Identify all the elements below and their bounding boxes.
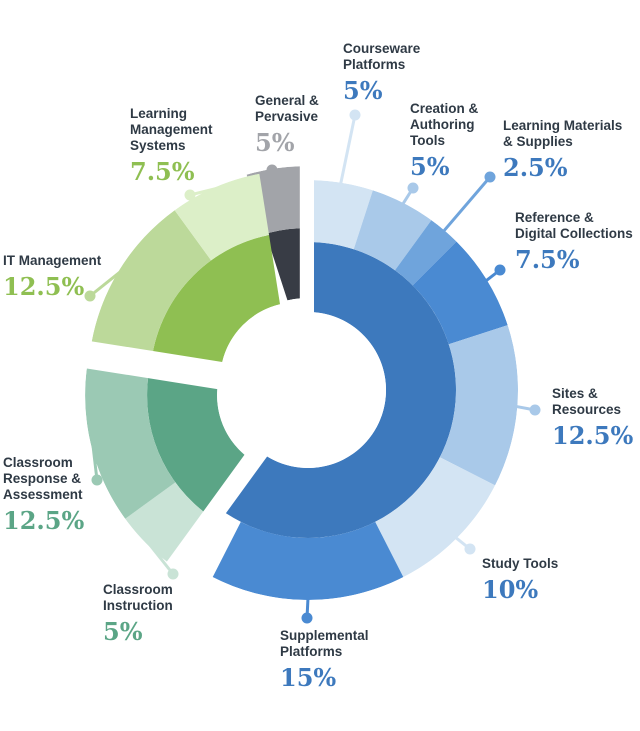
leader-dot-2 — [407, 182, 419, 194]
segment-arc-9 — [85, 368, 176, 519]
leader-dot-11 — [184, 189, 196, 201]
segment-name-line: Classroom — [103, 582, 173, 597]
segment-percent: 10% — [482, 575, 538, 604]
segment-name-line: Learning — [130, 106, 187, 121]
segment-name-line: Learning Materials — [503, 118, 622, 133]
leader-line-9 — [91, 443, 99, 481]
segment-arc-7 — [212, 521, 404, 600]
segment-name-line: Classroom — [3, 455, 73, 470]
segment-name-line: Response & — [3, 471, 81, 486]
segment-label-5: Sites &Resources 12.5% — [552, 386, 633, 450]
leader-line-3 — [441, 176, 492, 233]
segment-percent: 5% — [410, 152, 450, 181]
segment-percent: 12.5% — [3, 272, 84, 301]
leader-dot-0 — [266, 164, 278, 176]
segment-arc-4 — [412, 241, 508, 345]
segment-name-line: Instruction — [103, 598, 173, 613]
leader-dot-7 — [301, 612, 313, 624]
leader-line-1 — [339, 114, 357, 185]
segment-name-line: Assessment — [3, 487, 83, 502]
segment-percent: 5% — [255, 128, 295, 157]
segment-name-line: Reference & — [515, 210, 594, 225]
segment-name-line: Authoring — [410, 117, 474, 132]
segment-percent: 5% — [103, 617, 143, 646]
segment-percent: 12.5% — [3, 506, 84, 535]
segment-name-line: Pervasive — [255, 109, 319, 124]
segment-labels: General &Pervasive5%CoursewarePlatforms5… — [3, 41, 633, 692]
segment-name-line: Platforms — [343, 57, 405, 72]
segment-label-10: IT Management 12.5% — [3, 253, 102, 301]
segment-name-line: Tools — [410, 133, 445, 148]
segment-arc-8 — [125, 482, 209, 562]
leader-lines — [84, 109, 541, 624]
group-2-inner-arc — [147, 369, 245, 517]
group-3-inner-arc — [151, 233, 281, 363]
segment-arc-11 — [174, 173, 275, 261]
segment-arc-3 — [394, 220, 457, 286]
segment-percent: 5% — [343, 76, 383, 105]
segment-label-0: General &Pervasive 5% — [255, 93, 319, 157]
segment-name-line: Creation & — [410, 101, 479, 116]
leader-dot-1 — [349, 109, 361, 121]
leader-dot-5 — [529, 404, 541, 416]
segment-name-line: IT Management — [3, 253, 102, 268]
inner-group-ring — [147, 228, 456, 538]
leader-dot-4 — [494, 264, 506, 276]
leader-line-10 — [89, 270, 122, 298]
leader-line-8 — [146, 541, 175, 575]
segment-percent: 12.5% — [552, 421, 633, 450]
outer-segment-ring — [85, 166, 518, 600]
segment-label-4: Reference &Digital Collections 7.5% — [515, 210, 633, 274]
segment-arc-10 — [91, 210, 212, 357]
segment-arc-1 — [308, 180, 373, 250]
segment-name-line: General & — [255, 93, 319, 108]
segment-name-line: Courseware — [343, 41, 421, 56]
segment-percent: 2.5% — [503, 153, 568, 182]
segment-label-6: Study Tools 10% — [482, 556, 558, 604]
segment-name-line: Systems — [130, 138, 186, 153]
segment-name-line: Platforms — [280, 644, 342, 659]
segment-arc-5 — [439, 325, 518, 486]
segment-name-line: & Supplies — [503, 134, 573, 149]
segment-percent: 7.5% — [515, 245, 580, 274]
segment-percent: 15% — [280, 663, 336, 692]
segment-name-line: Supplemental — [280, 628, 369, 643]
segment-arc-6 — [375, 457, 496, 578]
segment-name-line: Management — [130, 122, 213, 137]
segment-name-line: Digital Collections — [515, 226, 633, 241]
leader-dot-10 — [84, 290, 96, 302]
leader-dot-9 — [91, 474, 103, 486]
segment-name-line: Resources — [552, 402, 621, 417]
segment-arc-2 — [353, 190, 432, 271]
segment-label-3: Learning Materials& Supplies 2.5% — [503, 118, 622, 182]
leader-dot-3 — [484, 171, 496, 183]
leader-dot-6 — [464, 543, 476, 555]
leader-dot-8 — [167, 568, 179, 580]
group-1-inner-arc — [218, 242, 456, 538]
segment-percent: 7.5% — [130, 157, 195, 186]
segment-name-line: Sites & — [552, 386, 598, 401]
segment-name-line: Study Tools — [482, 556, 558, 571]
